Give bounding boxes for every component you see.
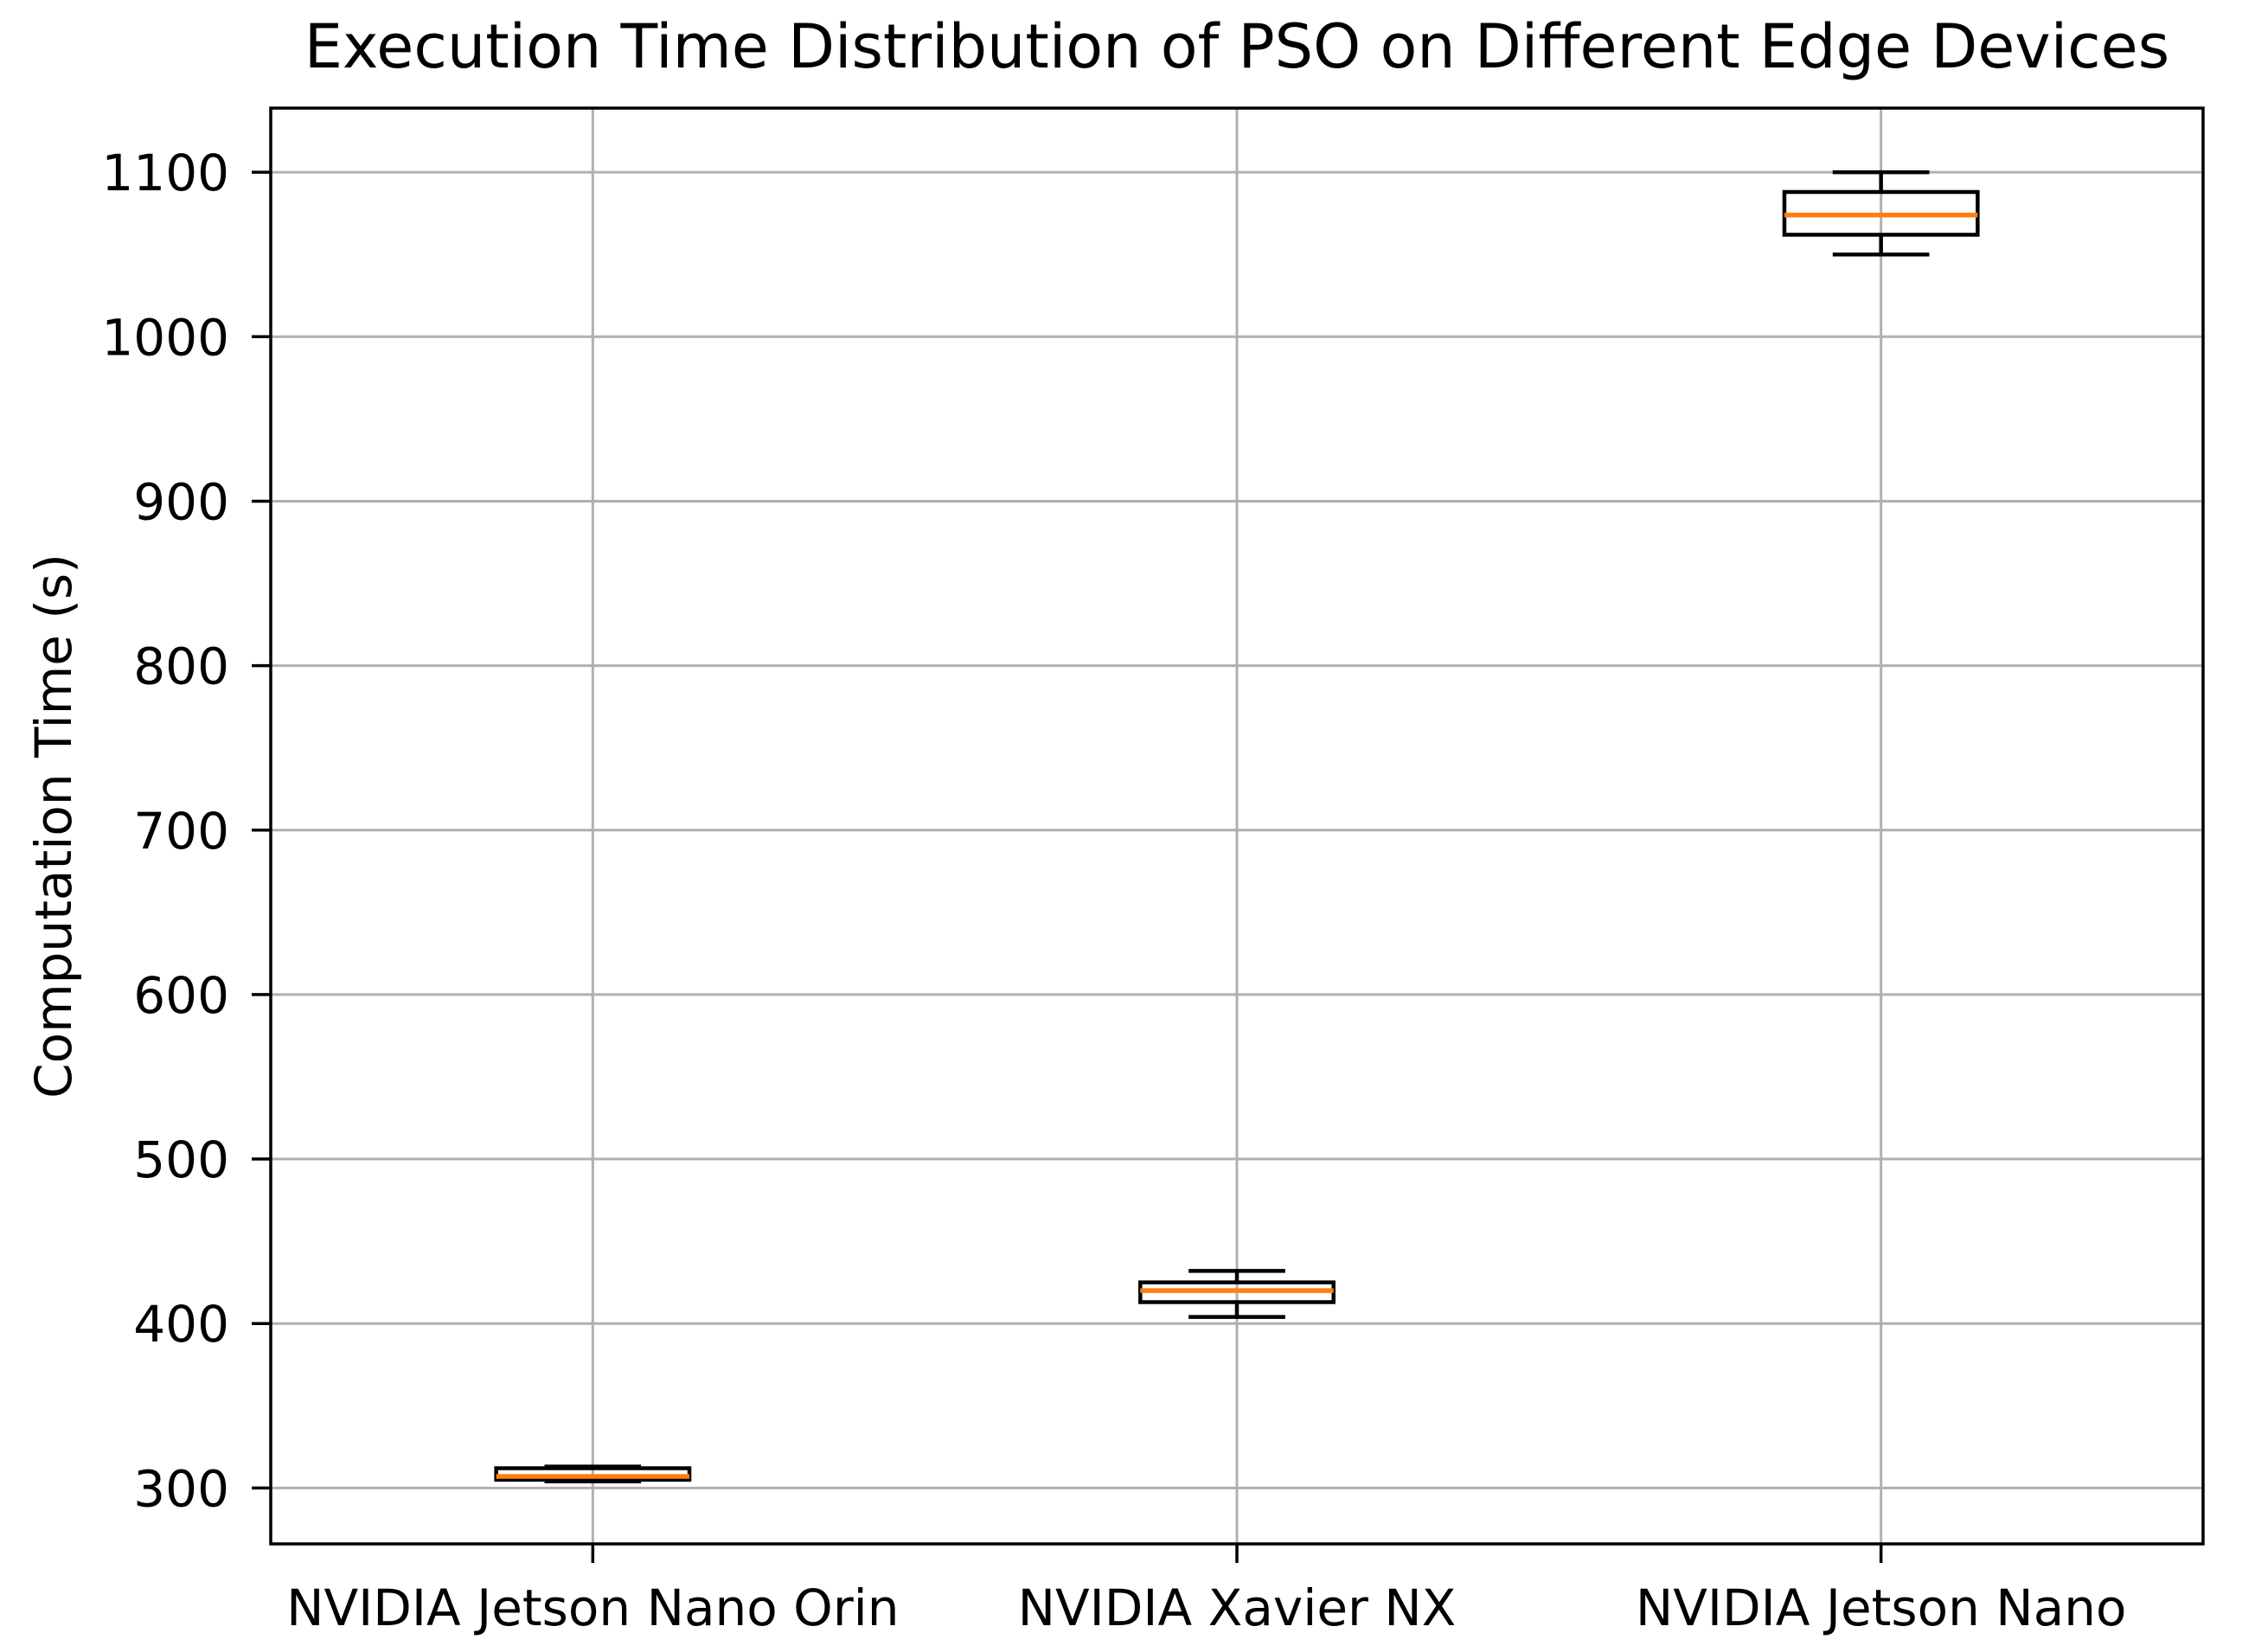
x-tick-label: NVIDIA Jetson Nano [1636,1578,2127,1637]
y-axis-label: Computation Time (s) [24,554,83,1098]
x-tick-label: NVIDIA Xavier NX [1018,1578,1457,1637]
y-tick-label: 600 [133,966,229,1025]
x-tick-label: NVIDIA Jetson Nano Orin [286,1578,899,1637]
y-tick-label: 400 [133,1295,229,1354]
y-tick-label: 700 [133,802,229,861]
chart-title: Execution Time Distribution of PSO on Di… [304,11,2170,82]
y-tick-label: 500 [133,1130,229,1189]
y-tick-label: 300 [133,1459,229,1518]
y-tick-label: 800 [133,637,229,696]
y-tick-label: 1100 [101,144,229,202]
iqr-box [494,1466,692,1482]
y-tick-label: 900 [133,472,229,531]
y-tick-label: 1000 [101,308,229,367]
